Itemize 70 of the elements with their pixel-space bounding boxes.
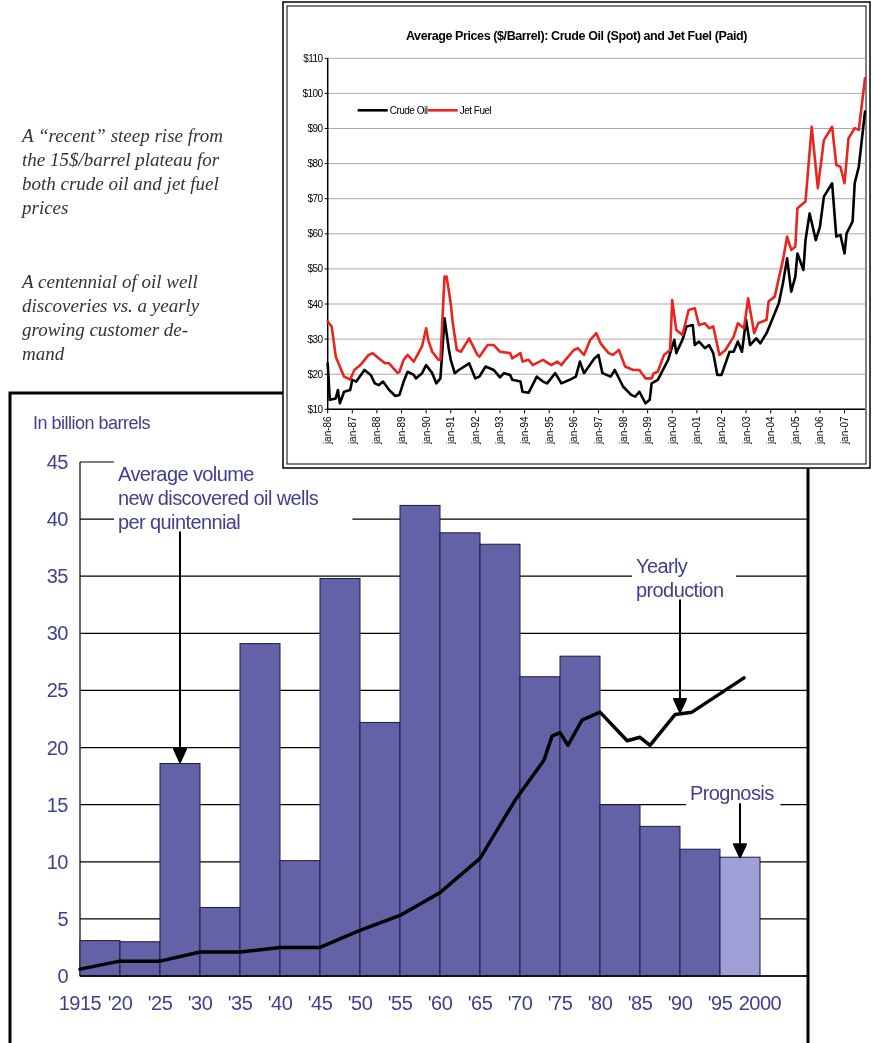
x-tick-label: 2000 — [738, 992, 782, 1014]
y-tick-label: $50 — [307, 263, 324, 275]
x-tick-label: jan-92 — [469, 415, 481, 446]
x-tick-label: jan-86 — [322, 415, 334, 446]
x-tick-label: jan-04 — [765, 415, 777, 446]
x-tick-label: '75 — [547, 992, 573, 1014]
annotation: Average volume new discovered oil wells per quintennial — [118, 462, 319, 533]
y-tick-label: 45 — [46, 451, 69, 473]
x-tick-label: '35 — [227, 992, 253, 1014]
x-tick-label: '85 — [627, 992, 653, 1014]
x-tick-label: '30 — [187, 992, 213, 1014]
y-axis-title: In billion barrels — [33, 413, 151, 433]
y-tick-label: $60 — [307, 228, 324, 240]
x-tick-label: '40 — [267, 992, 293, 1014]
x-tick-label: '70 — [507, 992, 533, 1014]
y-tick-label: 0 — [57, 965, 69, 987]
x-tick-label: jan-88 — [371, 415, 383, 446]
annotation: Prognosis — [690, 782, 775, 805]
x-tick-label: jan-07 — [839, 415, 851, 446]
x-tick-label: jan-95 — [543, 415, 555, 446]
x-tick-label: jan-91 — [445, 415, 457, 446]
x-tick-label: 1915 — [58, 992, 102, 1014]
text: A “recent” steep rise from the 15$/barrel plateau for both crude oil and jet fuel prices — [20, 125, 223, 218]
x-tick-label: jan-90 — [420, 415, 432, 446]
x-tick-label: '50 — [347, 992, 373, 1014]
x-tick-label: jan-87 — [346, 415, 358, 446]
text: A centennial of oil well discoveries vs. a yearly growing customer de- mand — [20, 271, 200, 364]
chart-title: Average Prices ($/Barrel): Crude Oil (Spot) and Jet Fuel (Paid) — [405, 29, 748, 43]
y-tick-label: 20 — [46, 736, 69, 759]
x-tick-label: jan-03 — [740, 415, 752, 446]
legend-label: Jet Fuel — [459, 104, 492, 116]
y-tick-label: $90 — [307, 123, 324, 134]
y-tick-label: $10 — [307, 403, 324, 415]
x-tick-label: '45 — [307, 992, 333, 1014]
y-tick-label: $30 — [307, 333, 324, 345]
x-tick-label: jan-94 — [519, 415, 531, 446]
y-tick-label: 40 — [46, 508, 69, 531]
y-tick-label: 35 — [46, 565, 69, 588]
y-tick-label: $110 — [303, 52, 324, 64]
x-tick-label: jan-05 — [789, 415, 801, 446]
y-tick-label: 5 — [57, 907, 69, 930]
x-tick-label: jan-02 — [715, 415, 727, 446]
x-tick-label: jan-99 — [642, 415, 654, 446]
x-tick-label: jan-97 — [592, 415, 604, 446]
y-tick-label: $40 — [307, 298, 324, 310]
x-tick-label: jan-98 — [617, 415, 629, 446]
x-tick-label: jan-93 — [494, 415, 506, 446]
x-tick-label: '90 — [667, 992, 693, 1014]
x-tick-label: '20 — [107, 992, 133, 1014]
y-tick-label: $80 — [307, 158, 324, 170]
y-tick-label: 10 — [46, 850, 69, 873]
x-tick-label: jan-89 — [396, 415, 408, 446]
y-tick-label: 15 — [46, 793, 69, 816]
x-tick-label: '80 — [587, 992, 613, 1014]
annotation: Yearly production — [636, 554, 724, 601]
x-tick-label: jan-01 — [691, 415, 703, 446]
x-tick-label: '95 — [707, 992, 733, 1014]
x-tick-label: '55 — [387, 992, 413, 1014]
legend-label: Crude Oil — [389, 104, 428, 116]
y-tick-label: 25 — [46, 679, 69, 702]
y-tick-label: $70 — [307, 193, 324, 205]
y-tick-label: $20 — [307, 368, 324, 380]
x-tick-label: '25 — [147, 992, 173, 1014]
x-tick-label: jan-06 — [814, 415, 826, 446]
x-tick-label: '65 — [467, 992, 493, 1014]
x-tick-label: jan-00 — [666, 415, 678, 446]
y-tick-label: 30 — [46, 622, 69, 645]
x-tick-label: jan-96 — [568, 415, 580, 446]
y-tick-label: $100 — [302, 87, 324, 99]
x-tick-label: '60 — [427, 992, 453, 1014]
